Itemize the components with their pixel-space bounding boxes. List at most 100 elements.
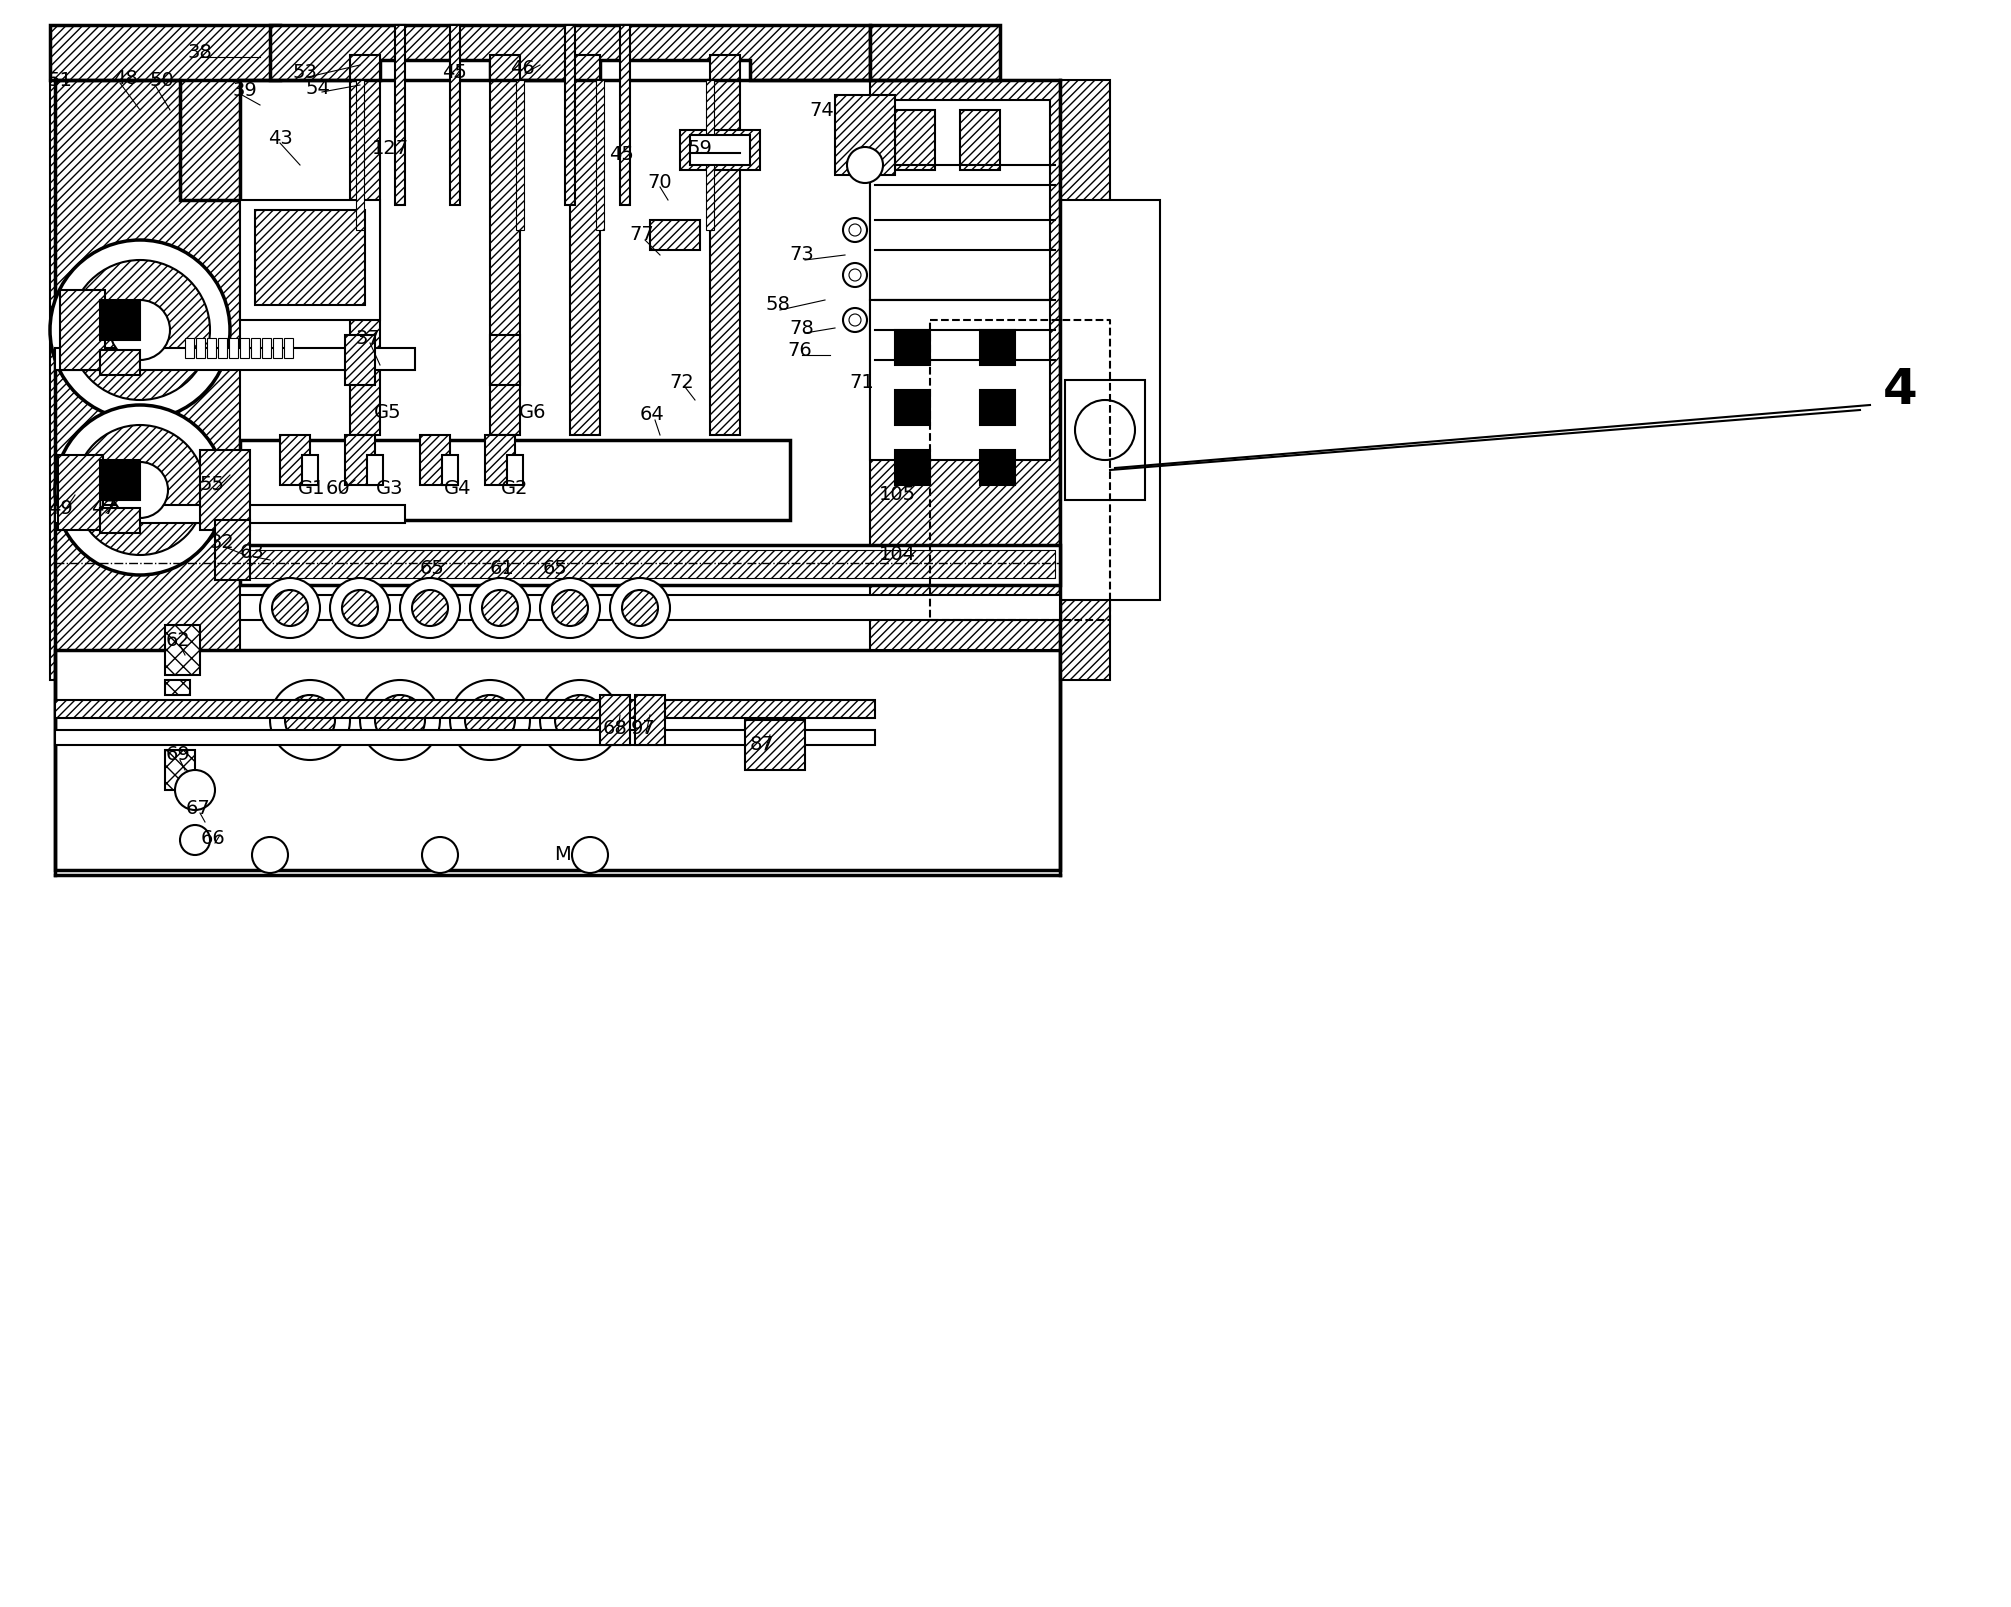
Text: 105: 105 — [879, 485, 915, 505]
Text: 39: 39 — [233, 80, 257, 100]
Bar — [229, 337, 237, 358]
Bar — [650, 220, 700, 251]
Circle shape — [609, 579, 670, 638]
Text: G3: G3 — [376, 479, 404, 498]
Circle shape — [360, 680, 440, 760]
Text: 77: 77 — [629, 225, 654, 244]
Text: 4: 4 — [1882, 366, 1916, 415]
Text: 61: 61 — [489, 559, 515, 577]
Bar — [54, 701, 875, 718]
Circle shape — [54, 405, 225, 575]
Bar — [394, 26, 404, 206]
Bar — [744, 720, 804, 770]
Text: 50: 50 — [149, 71, 175, 90]
Bar — [239, 440, 790, 521]
Bar — [346, 435, 374, 485]
Text: 66: 66 — [201, 829, 225, 847]
Circle shape — [113, 461, 169, 517]
Bar — [1060, 80, 1110, 680]
Bar — [507, 455, 523, 485]
Bar — [239, 595, 1060, 620]
Text: 65: 65 — [543, 559, 567, 577]
Circle shape — [621, 590, 658, 627]
Text: 58: 58 — [766, 296, 790, 315]
Circle shape — [50, 239, 229, 419]
Text: 55: 55 — [199, 476, 225, 495]
Text: 63: 63 — [239, 543, 263, 561]
Circle shape — [286, 694, 336, 746]
Circle shape — [849, 223, 861, 236]
Text: G4: G4 — [444, 479, 473, 498]
Text: 78: 78 — [790, 318, 814, 337]
Text: 72: 72 — [670, 373, 694, 392]
Bar — [569, 55, 599, 435]
Bar — [1060, 199, 1160, 599]
Text: 70: 70 — [648, 172, 672, 191]
Bar — [619, 26, 629, 206]
Bar — [635, 694, 666, 746]
Bar — [895, 329, 929, 365]
Text: 51: 51 — [48, 71, 72, 90]
Bar — [60, 289, 105, 370]
Text: 68: 68 — [603, 718, 627, 738]
Text: 60: 60 — [326, 479, 350, 498]
Bar — [217, 337, 227, 358]
Bar — [58, 455, 103, 530]
Text: 74: 74 — [810, 101, 835, 119]
Circle shape — [847, 146, 883, 183]
Bar — [239, 337, 249, 358]
Circle shape — [849, 313, 861, 326]
Text: 59: 59 — [688, 138, 712, 157]
Circle shape — [541, 680, 619, 760]
Circle shape — [450, 680, 531, 760]
Bar — [101, 460, 141, 500]
Polygon shape — [54, 649, 1060, 869]
Circle shape — [555, 694, 605, 746]
Text: 76: 76 — [788, 341, 812, 360]
Bar — [710, 55, 740, 435]
Bar — [979, 329, 1016, 365]
Text: 87: 87 — [750, 736, 774, 755]
Bar — [245, 550, 1056, 579]
Text: 73: 73 — [790, 246, 814, 265]
Bar — [215, 521, 249, 580]
Text: 43: 43 — [267, 129, 292, 148]
Bar — [284, 337, 294, 358]
Circle shape — [181, 824, 209, 855]
Circle shape — [465, 694, 515, 746]
Circle shape — [412, 590, 448, 627]
Text: 71: 71 — [849, 373, 875, 392]
Text: 45: 45 — [609, 146, 633, 164]
Bar — [350, 55, 380, 435]
Text: 67: 67 — [185, 799, 211, 818]
Text: 127: 127 — [372, 138, 408, 157]
Circle shape — [251, 837, 288, 873]
Bar — [491, 334, 521, 386]
Bar — [599, 694, 629, 746]
Bar — [366, 455, 382, 485]
Text: 32: 32 — [209, 532, 235, 551]
Polygon shape — [871, 26, 999, 80]
Bar — [690, 135, 750, 166]
Bar — [54, 505, 404, 522]
Text: G6: G6 — [519, 403, 547, 423]
Bar — [346, 334, 374, 386]
Text: 62: 62 — [165, 630, 191, 649]
Text: 45: 45 — [442, 63, 467, 82]
Circle shape — [422, 837, 459, 873]
Bar — [979, 450, 1016, 485]
Circle shape — [471, 579, 531, 638]
Bar — [280, 435, 310, 485]
Bar — [165, 625, 199, 675]
Circle shape — [70, 260, 209, 400]
Polygon shape — [239, 199, 380, 320]
Text: 38: 38 — [187, 42, 213, 61]
Text: 69: 69 — [165, 746, 191, 765]
Text: 53: 53 — [292, 63, 318, 82]
Bar — [895, 450, 929, 485]
Text: 47: 47 — [90, 498, 115, 517]
Circle shape — [374, 694, 424, 746]
Circle shape — [74, 424, 205, 554]
Bar — [255, 211, 366, 305]
Circle shape — [541, 579, 599, 638]
